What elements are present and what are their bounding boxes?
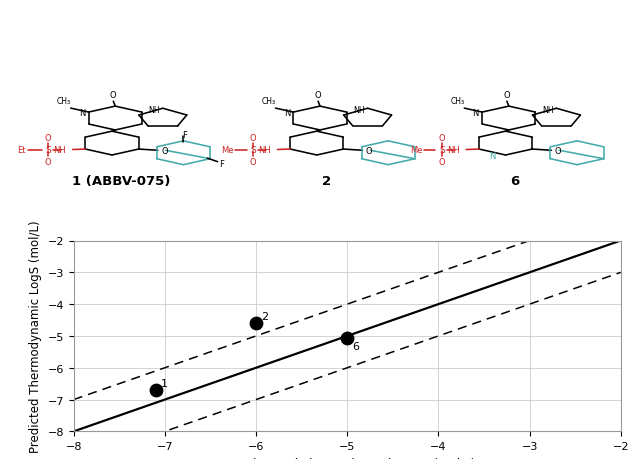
Text: O: O — [366, 146, 372, 156]
Text: NH: NH — [353, 106, 365, 115]
Text: O: O — [45, 157, 52, 167]
Point — [251, 320, 261, 327]
Text: Me: Me — [221, 146, 234, 155]
Text: NH: NH — [148, 106, 160, 115]
Text: O: O — [250, 134, 257, 143]
Text: O: O — [45, 134, 52, 143]
Text: NH: NH — [542, 106, 554, 115]
Text: N: N — [472, 108, 479, 118]
Text: F: F — [219, 159, 224, 168]
Text: N: N — [490, 152, 496, 161]
Text: 6: 6 — [511, 174, 520, 187]
Text: S: S — [250, 146, 256, 155]
Text: O: O — [438, 157, 445, 167]
Text: N: N — [284, 108, 290, 118]
Text: 2: 2 — [262, 311, 269, 321]
Text: CH₃: CH₃ — [261, 97, 275, 106]
Y-axis label: Predicted Thermodynamic LogS (mol/L): Predicted Thermodynamic LogS (mol/L) — [29, 220, 42, 452]
Text: NH: NH — [54, 146, 66, 155]
Text: Me: Me — [410, 146, 422, 155]
Point — [150, 386, 161, 394]
Text: O: O — [438, 134, 445, 143]
Text: S: S — [45, 146, 51, 155]
Text: O: O — [504, 90, 510, 100]
Text: 6: 6 — [353, 341, 360, 351]
Text: 2: 2 — [322, 174, 331, 187]
Text: Et: Et — [17, 146, 26, 155]
Point — [342, 334, 352, 341]
Text: 1: 1 — [161, 378, 168, 388]
X-axis label: Experimental Thermodynamic LogS (mol/L): Experimental Thermodynamic LogS (mol/L) — [219, 457, 476, 459]
Text: NH: NH — [447, 146, 460, 155]
Text: NH: NH — [259, 146, 271, 155]
Text: CH₃: CH₃ — [56, 97, 70, 106]
Text: N: N — [79, 108, 85, 118]
Text: O: O — [110, 90, 116, 100]
Text: O: O — [161, 146, 168, 156]
Text: O: O — [315, 90, 321, 100]
Text: S: S — [439, 146, 445, 155]
Text: 1 (ABBV-075): 1 (ABBV-075) — [72, 174, 171, 187]
Text: CH₃: CH₃ — [450, 97, 464, 106]
Text: O: O — [250, 157, 257, 167]
Text: O: O — [555, 146, 561, 156]
Text: F: F — [182, 131, 187, 140]
